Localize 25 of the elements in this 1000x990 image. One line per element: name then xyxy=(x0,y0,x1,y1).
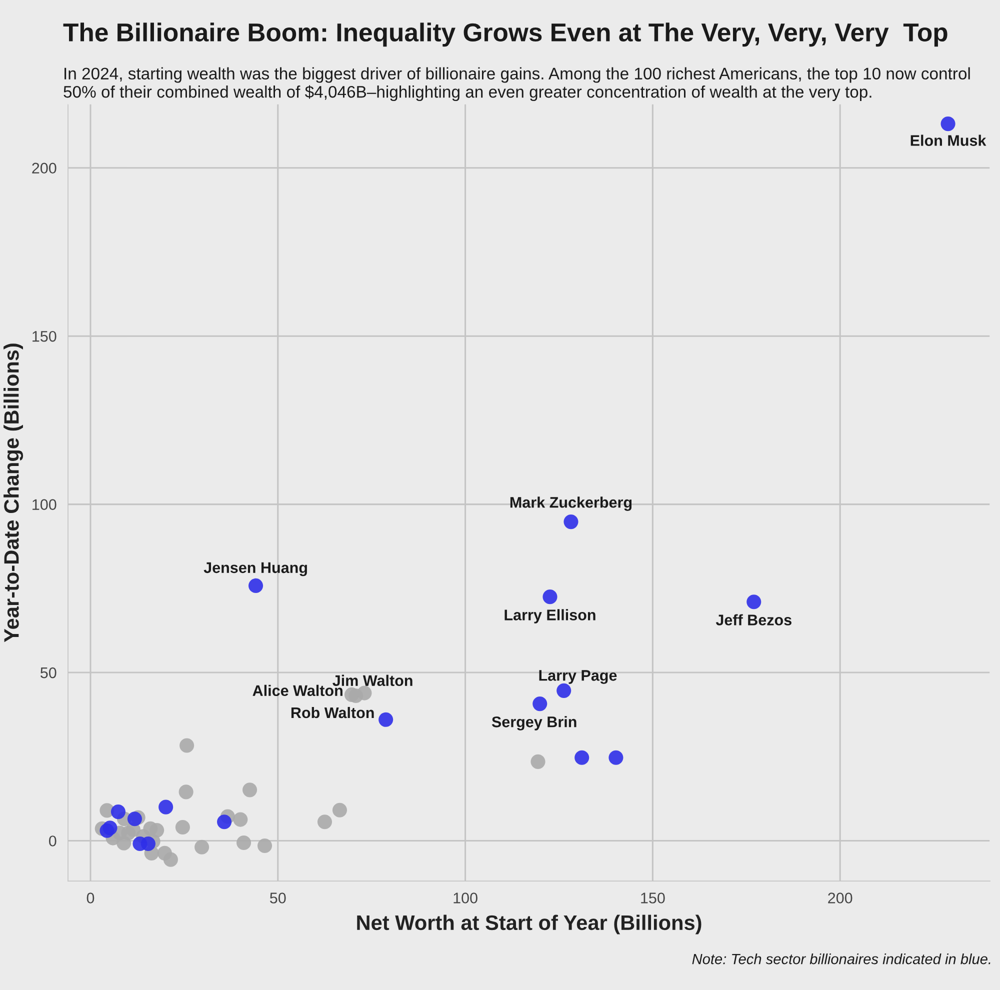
annotation: Elon Musk xyxy=(910,134,986,146)
x-tick-label: 50 xyxy=(270,892,286,904)
annotation: Jim Walton xyxy=(332,674,412,686)
chart-title: The Billionaire Boom: Inequality Grows Even at The Very, Very, Very Top xyxy=(63,22,948,47)
x-tick-label: 200 xyxy=(828,892,852,904)
text: Note: Tech sector billionaires indicated in blue. xyxy=(692,954,990,964)
y-tick-label: 200 xyxy=(32,162,56,174)
y-tick-label: 0 xyxy=(48,836,56,846)
x-axis-title: Net Worth at Start of Year (Billions) xyxy=(357,914,702,934)
y-tick-label: 100 xyxy=(32,499,56,510)
x-tick-label: 100 xyxy=(454,892,478,904)
annotation: Jensen Huang xyxy=(204,562,307,576)
y-tick-label: 50 xyxy=(40,667,56,678)
y-tick-label: 150 xyxy=(32,330,56,342)
y-axis-title: Year-to-Date Change (Billions) xyxy=(4,344,24,642)
chart-subtitle: In 2024, starting wealth was the biggest driver of billionaire gains. Among the 100 richest Americans, the top 10 now control 50% of their combined wealth of $4,046B–highlighting an even greater concentration of wealth at the very top. xyxy=(64,67,970,102)
annotation: Larry Ellison xyxy=(504,609,596,624)
annotation: Jeff Bezos xyxy=(716,614,792,626)
annotation: Rob Walton xyxy=(291,706,374,718)
annotation: Mark Zuckerberg xyxy=(510,496,632,511)
x-tick-label: 150 xyxy=(641,892,665,904)
annotation: Sergey Brin xyxy=(492,716,576,730)
annotation: Alice Walton xyxy=(252,684,342,696)
x-tick-label: 0 xyxy=(86,892,94,904)
annotation: Larry Page xyxy=(539,670,617,684)
